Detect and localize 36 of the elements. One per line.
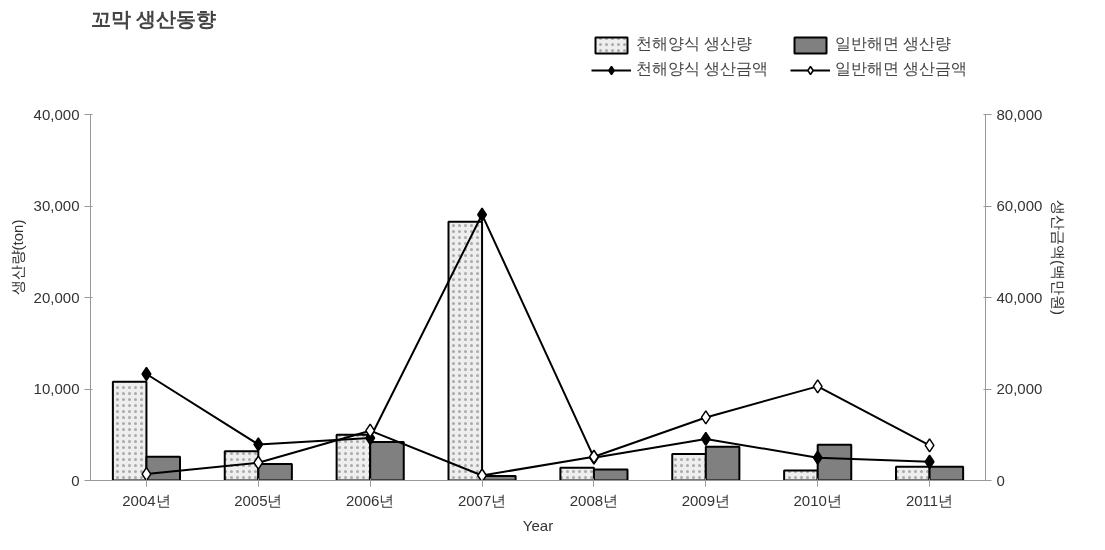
x-tick-label: 2009년 — [681, 491, 730, 509]
x-tick-label: 2011년 — [905, 491, 954, 509]
point — [476, 207, 488, 222]
legend-label: 일반해면 생산금액 — [835, 59, 969, 79]
y-tick-label: 10,000 — [33, 380, 80, 398]
y-tick-label: 20,000 — [33, 288, 80, 306]
chart-title: 꼬막 생산동향 — [90, 7, 217, 30]
y-axis-title: 생산량(ton) — [8, 219, 26, 296]
x-axis-title: Year — [522, 516, 554, 534]
y-tick-label: 30,000 — [33, 197, 80, 215]
y2-tick-label: 20,000 — [996, 380, 1043, 398]
point — [365, 423, 376, 438]
point — [812, 379, 823, 394]
y2-tick-label: 0 — [996, 471, 1005, 489]
x-tick-label: 2008년 — [569, 491, 619, 509]
y-tick-label: 40,000 — [33, 105, 80, 123]
x-tick-label: 2006년 — [346, 491, 395, 509]
point — [700, 410, 711, 425]
y2-tick-label: 60,000 — [996, 197, 1043, 215]
legend-label: 천해양식 생산량 — [636, 34, 754, 54]
x-tick-label: 2007년 — [457, 491, 507, 509]
y-tick-label: 0 — [71, 471, 80, 489]
point — [141, 466, 152, 481]
point — [924, 438, 935, 453]
x-tick-label: 2005년 — [234, 491, 283, 509]
legend-label: 일반해면 생산량 — [835, 34, 953, 54]
point — [812, 450, 823, 465]
x-tick-label: 2004년 — [122, 491, 171, 509]
point — [253, 455, 264, 470]
x-tick-label: 2010년 — [793, 491, 842, 509]
point — [253, 437, 264, 452]
point — [476, 468, 488, 481]
y2-axis-title: 생산금액(백만원) — [1050, 200, 1068, 315]
y2-tick-label: 80,000 — [996, 105, 1043, 123]
legend-label: 천해양식 생산금액 — [636, 59, 770, 79]
y2-tick-label: 40,000 — [996, 288, 1043, 306]
